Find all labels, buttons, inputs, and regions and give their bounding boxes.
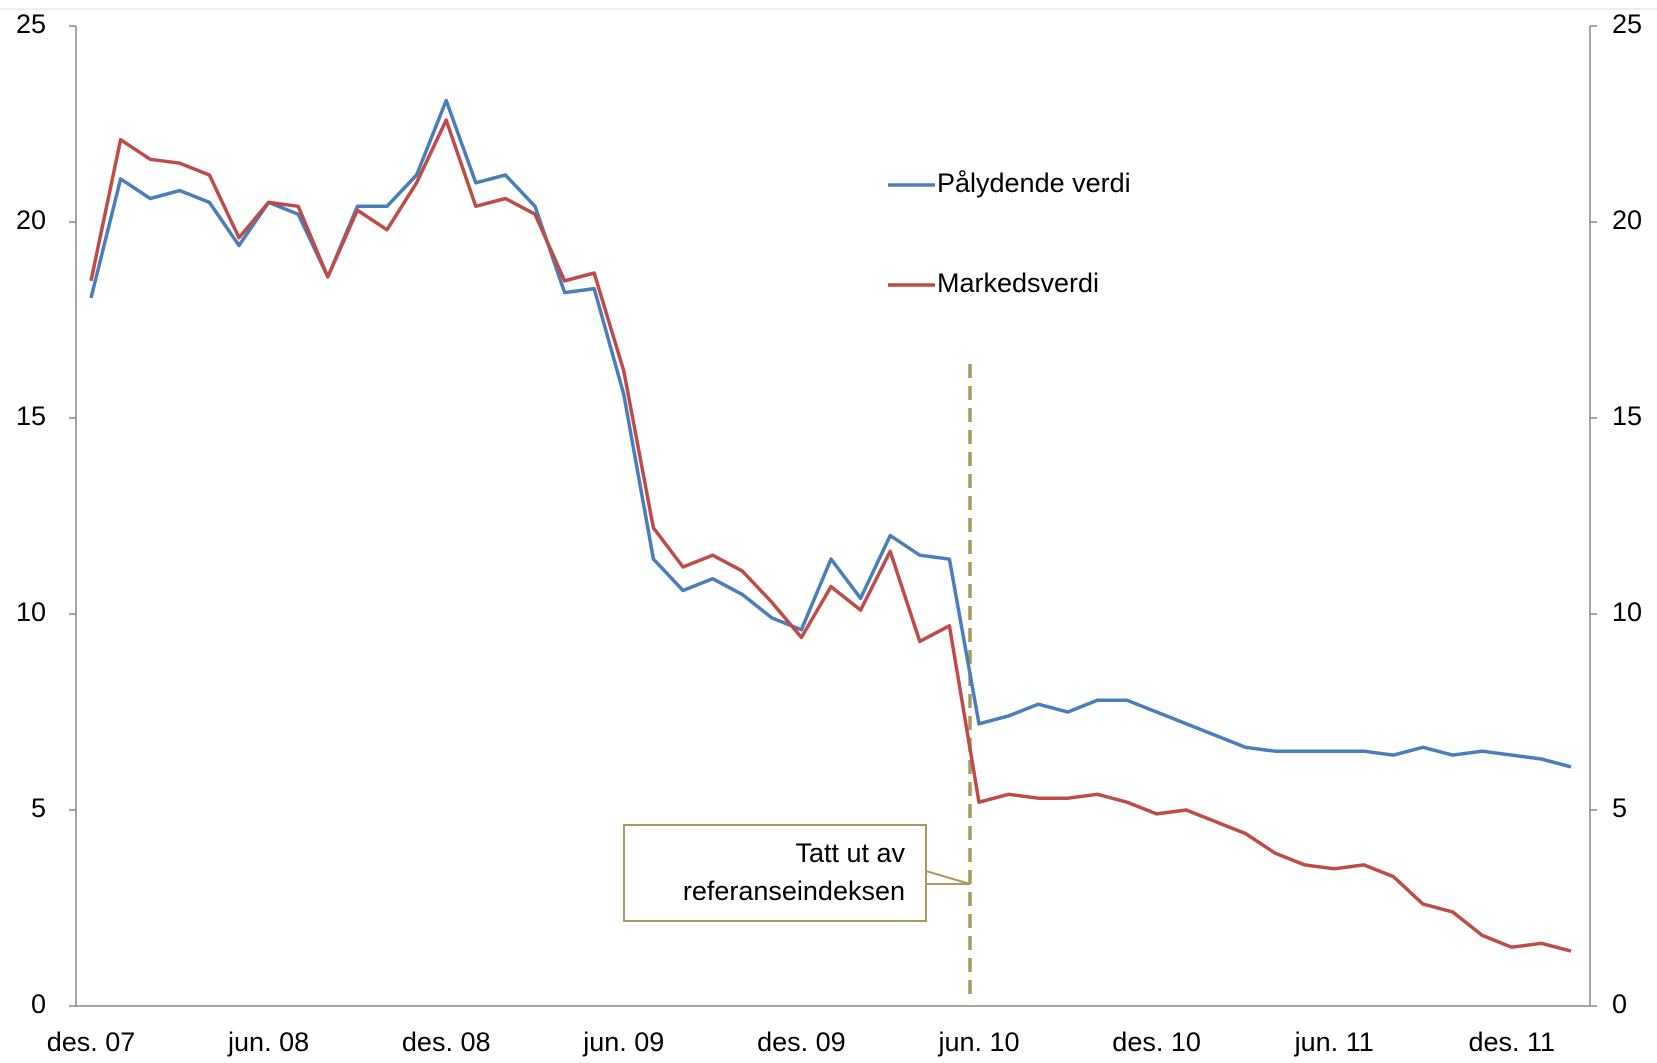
x-tick-label: jun. 09 [582, 1027, 664, 1057]
y-tick-label: 10 [16, 597, 46, 627]
legend-label: Markedsverdi [937, 268, 1099, 298]
x-tick-label: jun. 10 [937, 1027, 1019, 1057]
x-tick-label: des. 07 [47, 1027, 136, 1057]
x-tick-label: jun. 11 [1294, 1027, 1374, 1057]
y-tick-label: 0 [31, 989, 46, 1019]
y2-tick-label: 15 [1612, 401, 1642, 431]
annotation-text: referanseindeksen [683, 876, 905, 906]
y2-tick-label: 0 [1612, 989, 1627, 1019]
series-line [89, 98, 1572, 769]
y-tick-label: 20 [16, 205, 46, 235]
annotation-text: Tatt ut av [795, 838, 905, 868]
y-tick-label: 5 [31, 793, 46, 823]
y-tick-label: 15 [16, 401, 46, 431]
y2-tick-label: 5 [1612, 793, 1627, 823]
y2-tick-label: 10 [1612, 597, 1642, 627]
y2-tick-label: 20 [1612, 205, 1642, 235]
y-tick-label: 25 [16, 9, 46, 39]
x-tick-label: jun. 08 [227, 1027, 309, 1057]
x-tick-label: des. 11 [1469, 1027, 1556, 1057]
x-tick-label: des. 08 [402, 1027, 491, 1057]
series-line [89, 118, 1572, 953]
annotation-connector [925, 870, 971, 885]
x-tick-label: des. 09 [757, 1027, 846, 1057]
x-tick-label: des. 10 [1112, 1027, 1201, 1057]
y2-tick-label: 25 [1612, 9, 1642, 39]
legend-label: Pålydende verdi [937, 168, 1131, 198]
annotation-box [623, 824, 927, 922]
